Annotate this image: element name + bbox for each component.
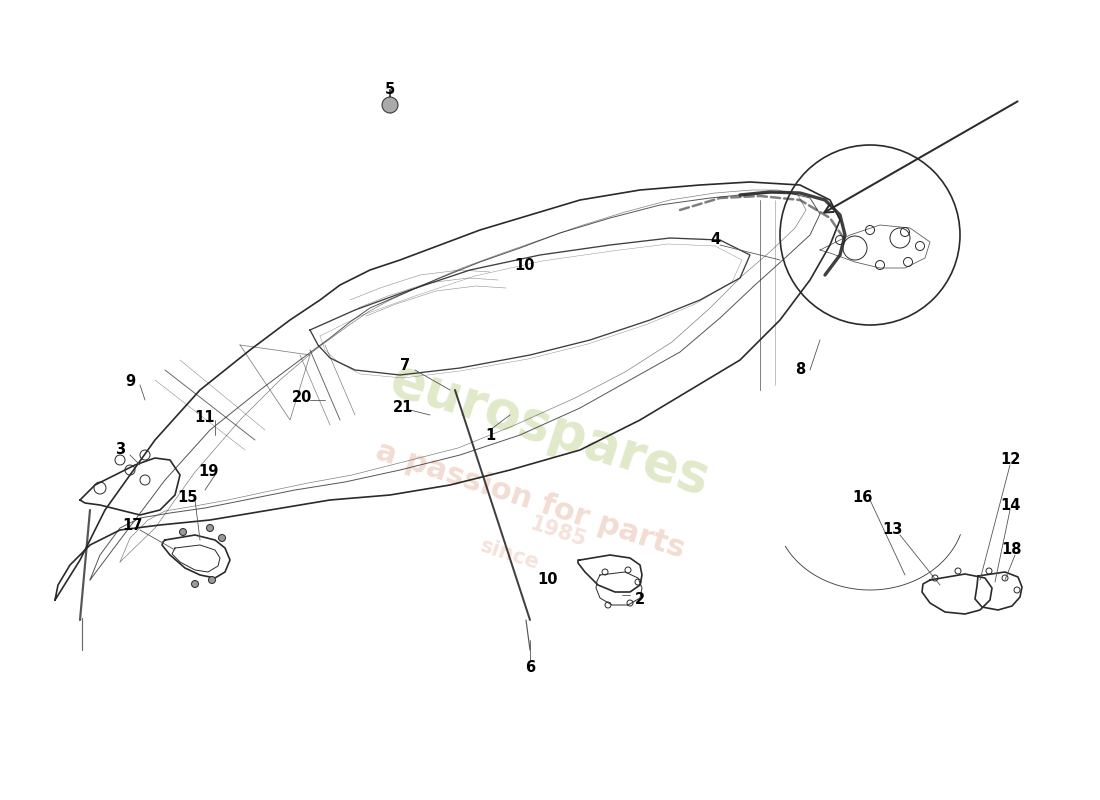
Circle shape xyxy=(179,529,187,535)
Text: 21: 21 xyxy=(393,401,414,415)
Text: a passion for parts: a passion for parts xyxy=(372,436,689,564)
Text: 5: 5 xyxy=(385,82,395,98)
Text: 10: 10 xyxy=(515,258,536,273)
Text: 15: 15 xyxy=(178,490,198,505)
Text: 17: 17 xyxy=(122,518,142,534)
Text: 1: 1 xyxy=(485,427,495,442)
Text: 8: 8 xyxy=(795,362,805,378)
Text: 13: 13 xyxy=(883,522,903,538)
Circle shape xyxy=(209,577,216,583)
Text: 1985: 1985 xyxy=(527,514,588,550)
Text: 4: 4 xyxy=(710,233,720,247)
Text: 9: 9 xyxy=(125,374,135,390)
Text: 11: 11 xyxy=(195,410,216,426)
Text: eurospares: eurospares xyxy=(384,354,716,506)
Text: 12: 12 xyxy=(1000,453,1020,467)
Text: 14: 14 xyxy=(1000,498,1020,513)
Circle shape xyxy=(191,581,198,587)
Text: 2: 2 xyxy=(635,593,645,607)
Text: 10: 10 xyxy=(538,573,558,587)
Text: 20: 20 xyxy=(292,390,312,405)
Text: 3: 3 xyxy=(114,442,125,458)
Text: 19: 19 xyxy=(198,465,218,479)
Circle shape xyxy=(207,525,213,531)
Circle shape xyxy=(382,97,398,113)
Text: 18: 18 xyxy=(1002,542,1022,558)
Text: 7: 7 xyxy=(400,358,410,373)
Text: 6: 6 xyxy=(525,661,535,675)
Circle shape xyxy=(219,534,225,542)
Text: since: since xyxy=(477,536,542,574)
Text: 16: 16 xyxy=(851,490,872,506)
